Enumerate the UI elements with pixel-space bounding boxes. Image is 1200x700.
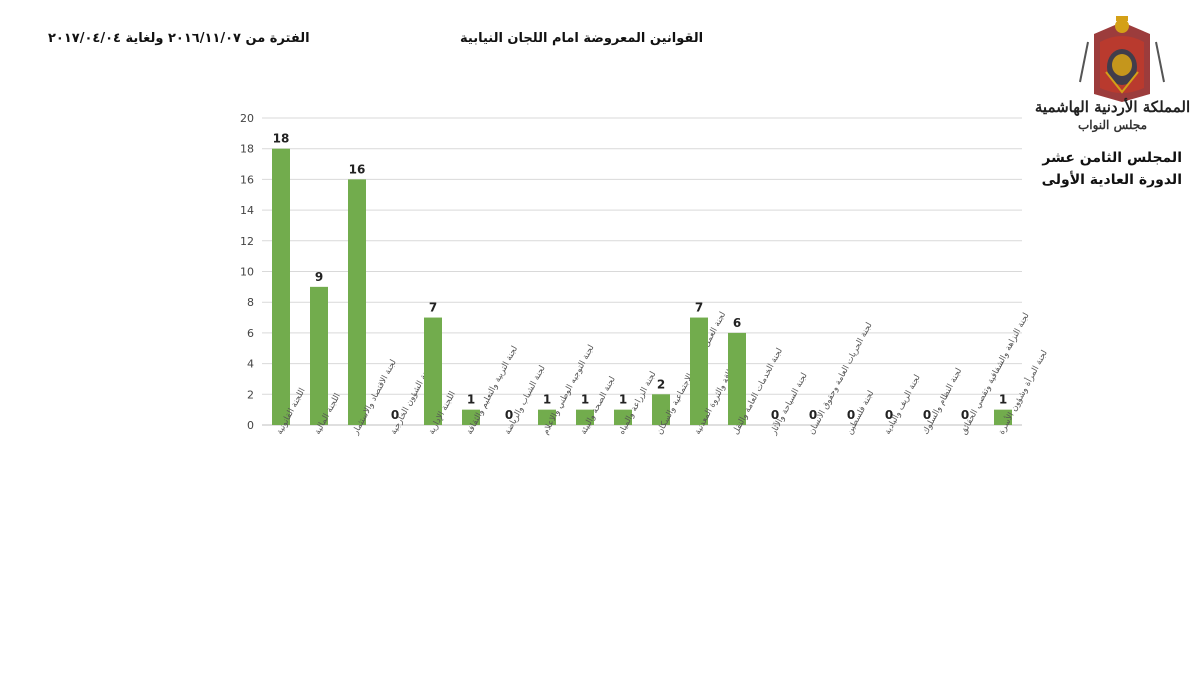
category-label: لجنة السياحة والآثار [767,371,809,438]
y-tick-label: 0 [247,419,254,432]
data-label: 16 [349,162,366,176]
category-label: لجنة النظام والسلوك [921,367,964,437]
y-tick-label: 18 [240,143,254,156]
data-label: 0 [885,408,893,422]
chart-title: القوانين المعروضة امام اللجان النيابية [460,31,704,46]
y-tick-label: 2 [247,388,254,401]
category-label: لجنة الريف والبادية [883,373,923,436]
bar [424,317,442,425]
bar [652,394,670,425]
data-label: 0 [923,408,931,422]
data-label: 0 [809,408,817,422]
bar [614,409,632,425]
data-label: 7 [429,301,437,315]
data-label: 0 [961,408,969,422]
y-tick-label: 16 [240,173,254,186]
institution-subtitle: مجلس النواب [1077,118,1148,132]
bar [310,286,328,425]
bar [690,317,708,425]
data-label: 1 [619,393,627,407]
data-label: 2 [657,377,665,391]
ordinary-term: الدورة العادية الأولى [1041,172,1182,188]
category-label: لجنة الحريات العامة وحقوق الانسان [807,321,875,436]
data-label: 0 [505,408,513,422]
bar [348,179,366,425]
data-label: 1 [581,393,589,407]
parliament-session: المجلس الثامن عشر [1042,150,1182,166]
y-tick-label: 8 [247,296,254,309]
category-label: لجنة الشباب والرياضة [503,364,548,436]
y-tick-label: 14 [240,204,254,217]
bar [576,409,594,425]
data-label: 0 [771,408,779,422]
bar [994,409,1012,425]
bar [272,148,290,425]
bar [462,409,480,425]
data-label: 6 [733,316,741,330]
data-label: 18 [273,132,290,146]
y-tick-label: 4 [247,358,254,371]
data-label: 0 [391,408,399,422]
bar [728,332,746,425]
date-range: الفترة من ٢٠١٦/١١/٠٧ ولغاية ٢٠١٧/٠٤/٠٤ [48,31,310,46]
institution-name: المملكة الأردنية الهاشمية [1034,98,1191,116]
data-label: 0 [847,408,855,422]
data-label: 1 [467,393,475,407]
data-label: 1 [543,393,551,407]
data-label: 7 [695,301,703,315]
y-tick-label: 10 [240,266,254,279]
data-label: 9 [315,270,323,284]
coat-of-arms-logo [1079,16,1165,102]
data-label: 1 [999,393,1007,407]
y-tick-label: 12 [240,235,254,248]
y-tick-label: 6 [247,327,254,340]
y-tick-label: 20 [240,112,254,125]
bar [538,409,556,425]
